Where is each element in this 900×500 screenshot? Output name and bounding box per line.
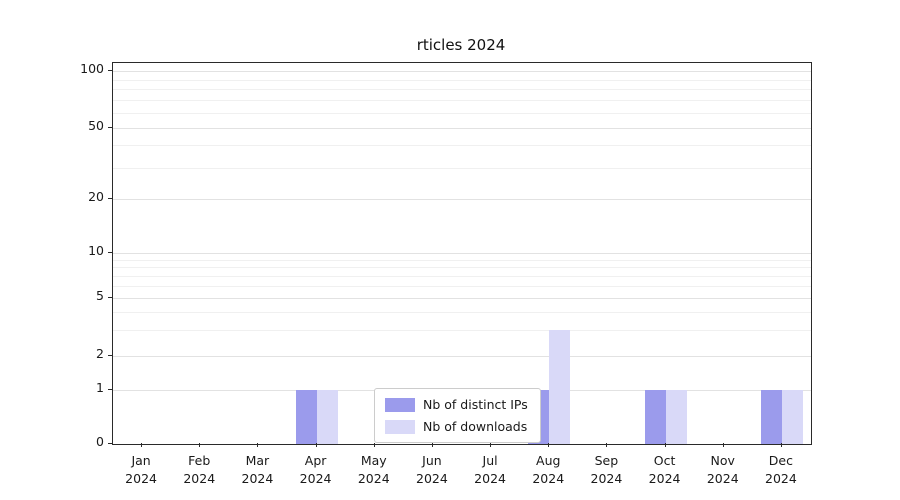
bar-downloads-dec xyxy=(781,390,803,444)
x-tick-mark xyxy=(722,443,724,447)
bar-distinct-ips-apr xyxy=(295,390,317,444)
minor-gridline xyxy=(113,286,811,288)
legend-label-distinct-ips: Nb of distinct IPs xyxy=(423,397,528,412)
x-tick-year: 2024 xyxy=(183,470,216,486)
x-tick-mark xyxy=(431,443,433,447)
bar-downloads-apr xyxy=(316,390,338,444)
x-tick-label: Nov 2024 xyxy=(691,452,755,487)
y-tick-mark xyxy=(108,297,112,298)
x-tick-month: Aug xyxy=(536,453,561,468)
x-tick-month: May xyxy=(360,453,387,468)
x-tick-year: 2024 xyxy=(706,470,739,486)
x-tick-year: 2024 xyxy=(416,470,448,486)
x-tick-month: Apr xyxy=(304,453,327,468)
legend-swatch-downloads xyxy=(385,419,415,434)
x-tick-mark xyxy=(257,443,259,447)
y-tick-mark xyxy=(108,198,112,199)
x-tick-year: 2024 xyxy=(765,470,797,486)
x-tick-label: Jul 2024 xyxy=(458,452,522,487)
major-gridline xyxy=(113,71,811,72)
y-tick-mark xyxy=(108,252,112,253)
x-tick-year: 2024 xyxy=(474,470,506,486)
x-tick-mark xyxy=(606,443,608,447)
y-tick-label: 20 xyxy=(88,189,104,204)
x-tick-month: Sep xyxy=(594,453,619,468)
x-tick-year: 2024 xyxy=(532,470,565,486)
y-tick-mark xyxy=(108,127,112,128)
major-gridline xyxy=(113,356,811,357)
y-tick-label: 100 xyxy=(80,61,104,76)
x-tick-year: 2024 xyxy=(590,470,623,486)
x-tick-mark xyxy=(780,443,782,447)
x-tick-label: Jan 2024 xyxy=(109,452,173,487)
x-tick-mark xyxy=(664,443,666,447)
x-tick-month: Jul xyxy=(482,453,498,468)
chart-title: rticles 2024 xyxy=(416,36,506,54)
y-tick-label: 50 xyxy=(88,118,104,133)
y-tick-label: 10 xyxy=(88,243,104,258)
x-tick-year: 2024 xyxy=(241,470,274,486)
minor-gridline xyxy=(113,100,811,102)
x-tick-label: Aug 2024 xyxy=(516,452,580,487)
minor-gridline xyxy=(113,89,811,91)
x-tick-month: Mar xyxy=(245,453,270,468)
x-tick-mark xyxy=(490,443,492,447)
bar-distinct-ips-oct xyxy=(644,390,666,444)
x-tick-year: 2024 xyxy=(357,470,390,486)
y-tick-label: 1 xyxy=(96,380,104,395)
legend-item-downloads: Nb of downloads xyxy=(385,419,528,434)
y-tick-mark xyxy=(108,443,112,444)
major-gridline xyxy=(113,199,811,200)
x-tick-mark xyxy=(373,443,375,447)
x-tick-month: Dec xyxy=(768,453,793,468)
y-tick-label: 5 xyxy=(96,288,104,303)
x-tick-month: Jan xyxy=(131,453,151,468)
y-tick-label: 2 xyxy=(96,346,104,361)
x-tick-label: Dec 2024 xyxy=(749,452,813,487)
y-tick-mark xyxy=(108,389,112,390)
y-tick-mark xyxy=(108,70,112,71)
legend-swatch-distinct-ips xyxy=(385,397,415,412)
minor-gridline xyxy=(113,145,811,147)
x-tick-mark xyxy=(548,443,550,447)
x-tick-month: Nov xyxy=(710,453,735,468)
x-tick-label: Oct 2024 xyxy=(633,452,697,487)
y-tick-mark xyxy=(108,355,112,356)
minor-gridline xyxy=(113,330,811,332)
major-gridline xyxy=(113,128,811,129)
x-tick-label: Sep 2024 xyxy=(574,452,638,487)
y-tick-label: 0 xyxy=(96,434,104,449)
minor-gridline xyxy=(113,259,811,261)
bar-downloads-oct xyxy=(665,390,687,444)
x-tick-month: Feb xyxy=(188,453,211,468)
minor-gridline xyxy=(113,167,811,169)
x-tick-month: Oct xyxy=(653,453,676,468)
legend-item-distinct-ips: Nb of distinct IPs xyxy=(385,397,528,412)
x-tick-year: 2024 xyxy=(299,470,332,486)
x-tick-label: May 2024 xyxy=(342,452,406,487)
x-tick-label: Feb 2024 xyxy=(167,452,231,487)
x-tick-mark xyxy=(315,443,317,447)
x-tick-label: Mar 2024 xyxy=(225,452,289,487)
major-gridline xyxy=(113,253,811,254)
legend-label-downloads: Nb of downloads xyxy=(423,419,528,434)
minor-gridline xyxy=(113,113,811,114)
bar-distinct-ips-dec xyxy=(760,390,782,444)
bar-downloads-aug xyxy=(549,330,571,444)
minor-gridline xyxy=(113,267,811,269)
x-tick-year: 2024 xyxy=(648,470,681,486)
minor-gridline xyxy=(113,276,811,278)
legend: Nb of distinct IPs Nb of downloads xyxy=(374,388,541,443)
minor-gridline xyxy=(113,312,811,314)
x-tick-mark xyxy=(141,443,143,447)
major-gridline xyxy=(113,298,811,299)
x-tick-year: 2024 xyxy=(125,470,157,486)
x-tick-mark xyxy=(199,443,201,447)
x-tick-label: Apr 2024 xyxy=(284,452,348,487)
minor-gridline xyxy=(113,79,811,81)
x-tick-month: Jun xyxy=(422,453,442,468)
x-tick-label: Jun 2024 xyxy=(400,452,464,487)
